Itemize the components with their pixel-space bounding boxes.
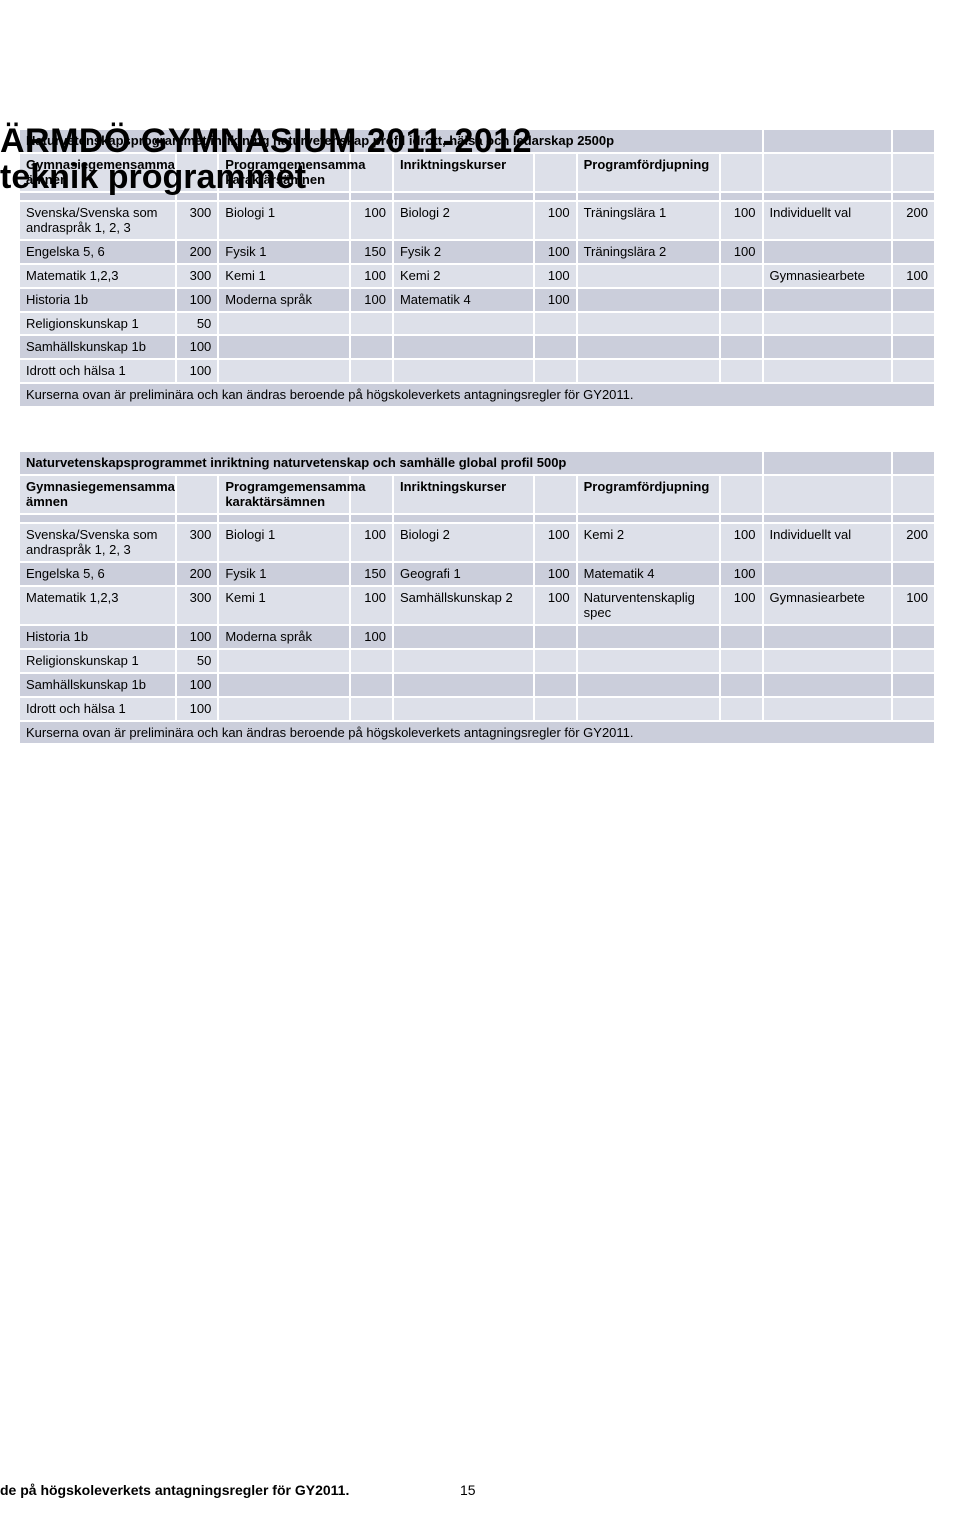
footer-text: de på högskoleverkets antagningsregler f…: [0, 1482, 349, 1498]
doc-title-line2: teknik programmet: [0, 158, 306, 197]
doc-title-line1: ÄRMDÖ GYMNASIUM 2011-2012: [0, 122, 532, 161]
table2-note: Kurserna ovan är preliminära och kan änd…: [19, 721, 935, 745]
t1-r0c0: Svenska/Svenska som andraspråk 1, 2, 3: [19, 201, 176, 240]
page-number: 15: [460, 1482, 476, 1498]
table1-note: Kurserna ovan är preliminära och kan änd…: [19, 383, 935, 407]
table-2: Naturvetenskapsprogrammet inriktning nat…: [18, 450, 936, 745]
t1-h6: Programfördjupning: [577, 153, 720, 192]
table2-title: Naturvetenskapsprogrammet inriktning nat…: [19, 451, 763, 475]
